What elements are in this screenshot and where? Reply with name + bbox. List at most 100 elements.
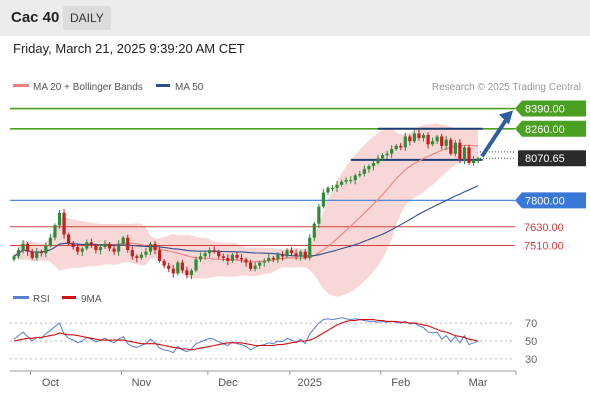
candle-body: [249, 262, 253, 269]
candle-body: [467, 147, 471, 163]
candle-body: [271, 257, 275, 260]
candle-body: [85, 242, 89, 249]
candle-body: [221, 256, 225, 258]
candle-body: [126, 237, 130, 251]
bollinger-band: [14, 123, 479, 297]
legend-swatch-ma20: [13, 84, 29, 87]
candle-body: [158, 250, 162, 261]
candle-body: [344, 180, 348, 182]
candle-body: [431, 141, 435, 145]
last-price-badge: [518, 150, 586, 167]
candle-body: [44, 245, 48, 254]
candle-body: [194, 259, 198, 271]
candle-body: [167, 265, 171, 269]
candle-body: [103, 243, 107, 247]
candle-body: [189, 270, 194, 275]
legend-swatch-rsi: [13, 296, 29, 299]
candle-body: [444, 139, 448, 146]
candle-body: [117, 243, 121, 252]
candle-body: [399, 145, 403, 148]
legend-label-ma50: MA 50: [175, 82, 204, 93]
candle-body: [171, 268, 175, 274]
level-label-8260.00: 8260.00: [525, 124, 565, 136]
candle-body: [67, 234, 71, 244]
candle-body: [107, 243, 112, 249]
candle-body: [449, 139, 453, 154]
rsi-tick-50: 50: [525, 336, 537, 348]
candle-body: [471, 159, 476, 163]
candle-body: [30, 251, 34, 258]
rsi-tick-70: 70: [525, 318, 537, 330]
level-label-7510.00: 7510.00: [524, 240, 564, 252]
candle-body: [35, 251, 39, 258]
rsi-line: [13, 317, 479, 354]
candle-body: [148, 243, 153, 252]
x-tick-label-Nov: Nov: [132, 377, 152, 389]
candle-body: [371, 163, 376, 167]
candle-body: [390, 149, 394, 154]
level-badge-8390.00: [515, 100, 586, 117]
candle-body: [294, 253, 298, 257]
candle-body: [48, 237, 52, 246]
candle-body: [453, 142, 457, 154]
candle-body: [303, 251, 307, 258]
candle-body: [57, 212, 62, 226]
candle-body: [135, 256, 139, 258]
candle-body: [62, 212, 66, 235]
legend-swatch-9ma: [62, 296, 76, 299]
candle-body: [353, 175, 357, 181]
candle-body: [176, 262, 180, 274]
candle-body: [326, 187, 330, 193]
rsi-tick-30: 30: [525, 354, 537, 366]
candle-body: [212, 250, 216, 252]
candle-body: [312, 223, 316, 238]
candle-body: [376, 158, 380, 163]
x-tick-label-Oct: Oct: [42, 377, 59, 389]
candle-body: [458, 142, 462, 160]
candle-body: [385, 153, 389, 156]
candle-body: [21, 243, 25, 251]
candle-body: [285, 250, 289, 257]
candle-body: [198, 256, 203, 260]
candle-body: [16, 250, 21, 257]
candle-body: [349, 180, 353, 182]
candle-body: [230, 254, 234, 261]
candle-body: [180, 262, 184, 271]
candle-body: [144, 251, 148, 255]
legend-label-9ma: 9MA: [81, 294, 102, 305]
candle-body: [280, 254, 285, 257]
last-price-label: 8070.65: [525, 153, 565, 165]
candle-body: [226, 257, 230, 261]
level-label-8390.00: 8390.00: [525, 104, 565, 116]
candle-body: [153, 243, 157, 251]
candle-body: [185, 270, 189, 275]
level-label-7630.00: 7630.00: [524, 222, 564, 234]
candle-body: [258, 262, 262, 266]
candle-body: [335, 184, 339, 188]
projection-arrow-shaft: [480, 117, 509, 158]
candle-body: [440, 136, 444, 146]
research-credit: Research © 2025 Trading Central: [432, 82, 581, 93]
candle-body: [162, 261, 166, 266]
candle-body: [330, 187, 335, 189]
x-tick-label-Dec: Dec: [218, 377, 238, 389]
candle-body: [253, 265, 257, 269]
level-label-7800.00: 7800.00: [525, 195, 565, 207]
candle-body: [130, 250, 134, 257]
candle-body: [235, 254, 239, 258]
candle-body: [358, 173, 362, 176]
candle-body: [80, 248, 84, 252]
candle-body: [39, 251, 43, 254]
candle-body: [308, 237, 312, 258]
legend-label-rsi: RSI: [33, 294, 50, 305]
projection-arrow-head: [499, 110, 513, 125]
candle-body: [421, 135, 426, 139]
candle-body: [71, 243, 75, 247]
tab-daily[interactable]: DAILY: [63, 6, 111, 30]
candle-body: [367, 166, 371, 170]
candle-body: [217, 251, 221, 257]
candle-body: [26, 243, 30, 252]
candle-body: [112, 248, 116, 252]
candle-body: [89, 242, 93, 246]
